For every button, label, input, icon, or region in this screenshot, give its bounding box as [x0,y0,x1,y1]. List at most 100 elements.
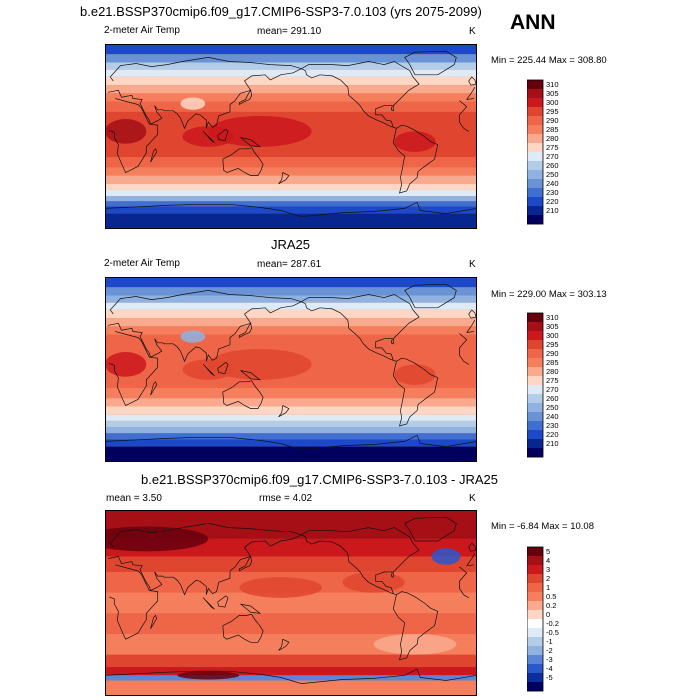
coastline-africa [459,333,469,365]
temperature-band [105,433,477,440]
colorbar-tick-label: 5 [546,547,550,556]
coastline-eurasia [466,320,476,333]
colorbar-tick-label: 285 [546,125,559,134]
coastline-eurasia [108,57,303,130]
colorbar-swatch [527,340,543,350]
temperature-band [105,277,477,288]
field-feature [373,634,457,655]
colorbar-swatch [527,331,543,341]
colorbar-swatch [527,646,543,656]
panel2-units: K [469,259,476,270]
temperature-band [105,667,477,676]
coastline-uk [468,542,477,552]
colorbar-tick-label: 250 [546,403,559,412]
temperature-band [105,334,477,345]
colorbar-swatch [527,107,543,117]
temperature-band [105,101,477,112]
colorbar-swatch [527,619,543,629]
colorbar-swatch [527,215,543,225]
colorbar-swatch [527,439,543,449]
coastline-africa [108,331,159,406]
temperature-band [105,675,477,681]
coastline-sumatra [202,364,215,376]
colorbar-tick-label: 220 [546,197,559,206]
field-feature [180,330,206,343]
coastline-sumatra [202,131,215,143]
colorbar-swatch [527,116,543,126]
panel2-minmax: Min = 229.00 Max = 303.13 [491,289,607,300]
coastline-southAmerica [392,591,439,661]
coastline-eurasia [466,553,476,567]
temperature-band [105,318,477,327]
map-border [105,510,477,696]
field-feature [431,548,461,565]
colorbar-tick-label: 0.5 [546,592,556,601]
temperature-band [105,54,477,63]
panel3-units: K [469,493,476,504]
colorbar-swatch [527,313,543,323]
colorbar-swatch [527,421,543,431]
temperature-band [105,613,477,634]
panel2-map [105,277,477,462]
coastline-borneo [217,361,229,374]
coastline-borneo [217,128,229,141]
coastline-eurasia [466,87,476,100]
coastline-greenland [404,516,457,542]
colorbar-swatch [527,583,543,593]
coastline-newZealand [278,405,290,418]
panel1-map [105,44,477,229]
field-feature [239,577,322,598]
temperature-band [105,406,477,415]
temperature-band [105,206,477,214]
colorbar-swatch [527,385,543,395]
colorbar-swatch [527,197,543,207]
colorbar-tick-label: 300 [546,331,559,340]
season-label: ANN [510,11,556,34]
temperature-band [105,398,477,407]
colorbar-tick-label: 280 [546,134,559,143]
colorbar-swatch [527,637,543,647]
colorbar-tick-label: 230 [546,188,559,197]
temperature-band [105,680,477,696]
temperature-band [105,414,477,421]
coastline-newZealand [278,172,290,185]
colorbar-border [527,312,544,458]
coastline-uk [468,309,477,319]
colorbar-swatch [527,610,543,620]
coastline-greenland [404,283,457,309]
coastline-japan [238,555,253,572]
colorbar-swatch [527,152,543,162]
colorbar-tick-label: 305 [546,322,559,331]
colorbar-tick-label: 280 [546,367,559,376]
temperature-band [105,592,477,614]
colorbar-tick-label: -4 [546,664,553,673]
colorbar-tick-label: -5 [546,673,553,682]
colorbar-swatch [527,188,543,198]
panel3-rmse: rmse = 4.02 [259,493,313,504]
colorbar-swatch [527,601,543,611]
temperature-band [105,76,477,86]
colorbar-tick-label: 285 [546,358,559,367]
colorbar-tick-label: 275 [546,376,559,385]
coastline-australia [222,147,264,176]
coastline-madagascar [150,381,158,396]
panel1-minmax: Min = 225.44 Max = 308.80 [491,55,607,66]
field-feature [177,671,240,680]
temperature-band [105,44,477,55]
colorbar-swatch [527,89,543,99]
panel1-title: b.e21.BSSP370cmip6.f09_g17.CMIP6-SSP3-7.… [80,4,482,19]
colorbar-tick-label: 310 [546,80,559,89]
colorbar-swatch [527,206,543,216]
field-feature [105,526,209,552]
map-border [105,44,477,229]
panel2-colorbar: 3103053002952902852802752702602502402302… [527,312,559,458]
field-feature [105,119,147,144]
coastline-northAmerica [301,61,420,129]
colorbar-tick-label: 270 [546,385,559,394]
colorbar-border [527,79,544,225]
coastline-antarctica [105,668,477,684]
temperature-band [105,213,477,229]
colorbar-swatch [527,125,543,135]
colorbar-tick-label: 305 [546,89,559,98]
colorbar-tick-label: -3 [546,655,553,664]
